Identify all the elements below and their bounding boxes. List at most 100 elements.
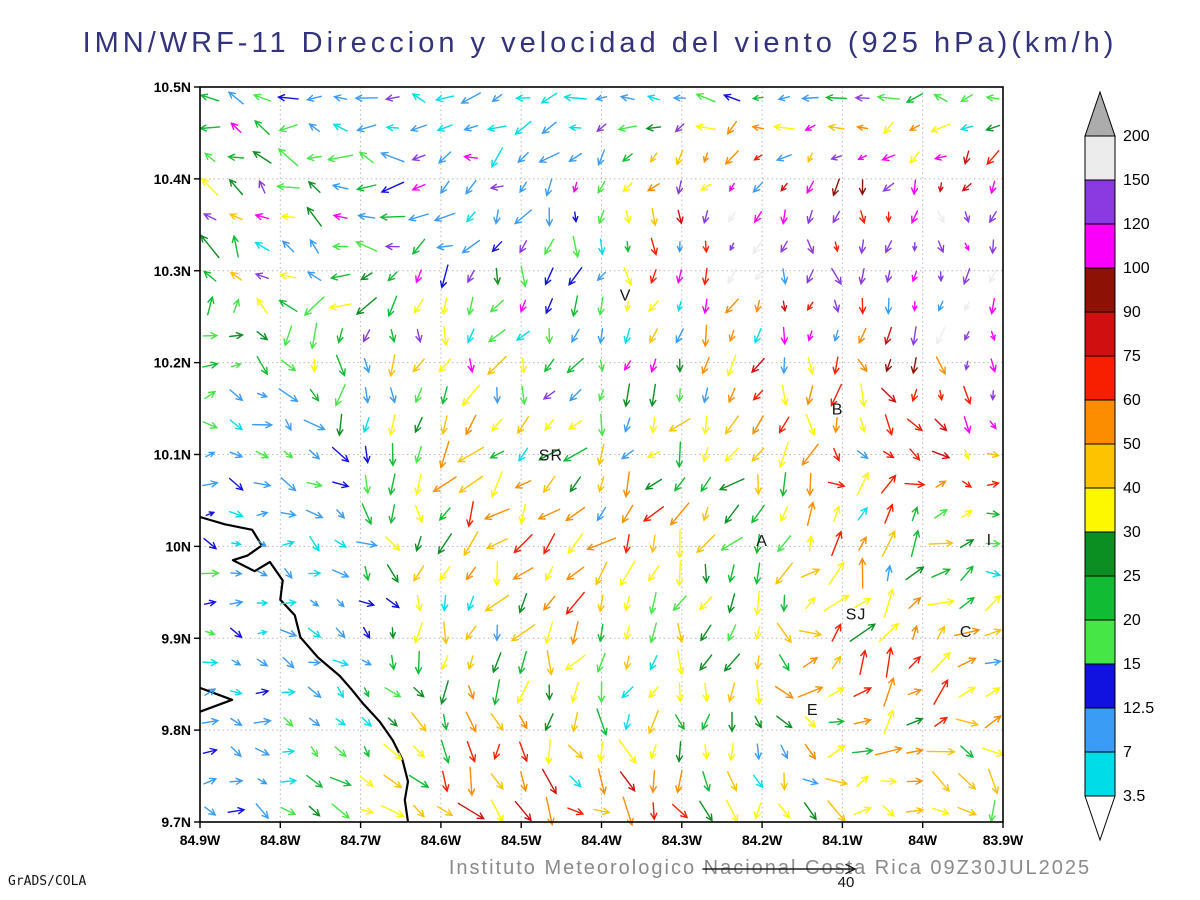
wind-arrow	[907, 688, 923, 696]
colorbar-segment	[1084, 531, 1116, 577]
wind-arrow	[988, 768, 999, 795]
wind-arrow	[724, 298, 739, 314]
colorbar-segment	[1084, 135, 1116, 181]
wind-arrow	[514, 480, 532, 489]
wind-arrow	[775, 154, 792, 162]
wind-arrow	[833, 447, 841, 462]
wind-arrow	[545, 298, 553, 315]
wind-arrow	[487, 329, 506, 343]
wind-arrow	[595, 94, 608, 102]
wind-arrow	[253, 481, 272, 489]
wind-arrow	[256, 297, 268, 314]
wind-arrow	[278, 299, 298, 312]
wind-arrow	[285, 419, 292, 432]
wind-arrow	[283, 717, 294, 727]
wind-arrow	[412, 358, 425, 373]
wind-arrow	[201, 717, 220, 726]
wind-arrow	[331, 242, 349, 251]
wind-arrow	[276, 94, 299, 102]
wind-arrow	[465, 179, 477, 195]
wind-arrow	[457, 446, 485, 463]
wind-arrow	[904, 480, 926, 489]
wind-arrow	[881, 387, 897, 403]
wind-arrow	[460, 92, 481, 104]
wind-arrow	[541, 768, 557, 795]
wind-arrow	[751, 124, 764, 131]
wind-arrow	[205, 511, 216, 517]
wind-arrow	[722, 93, 741, 102]
wind-arrow	[331, 446, 350, 463]
wind-arrow	[910, 326, 918, 347]
wind-arrow	[959, 596, 976, 609]
wind-arrow	[723, 653, 740, 672]
wind-arrow	[960, 565, 974, 581]
wind-arrow	[857, 154, 868, 161]
wind-arrow	[518, 651, 527, 675]
wind-arrow	[720, 536, 744, 551]
wind-arrow	[542, 595, 556, 611]
wind-arrow	[202, 480, 219, 488]
wind-arrow	[388, 414, 396, 437]
wind-arrow	[357, 212, 376, 221]
wind-arrow	[490, 799, 504, 824]
wind-arrow	[379, 213, 406, 221]
wind-arrow	[858, 179, 867, 196]
wind-arrow	[408, 774, 430, 788]
wind-arrow	[754, 272, 762, 281]
wind-arrow	[414, 505, 424, 524]
wind-arrow	[514, 94, 531, 102]
wind-arrow	[935, 356, 946, 376]
wind-arrow	[621, 504, 634, 524]
wind-arrow	[332, 659, 350, 667]
wind-arrow	[911, 270, 918, 283]
wind-arrow	[619, 94, 635, 102]
wind-arrow	[544, 419, 554, 432]
colorbar-label: 30	[1123, 524, 1141, 541]
wind-arrow	[257, 629, 268, 636]
wind-arrow	[962, 268, 971, 286]
wind-arrow	[675, 560, 684, 588]
wind-arrow	[586, 537, 617, 551]
wind-arrow	[203, 599, 217, 607]
wind-arrow	[467, 358, 475, 374]
wind-arrow	[306, 271, 322, 281]
wind-arrow	[727, 268, 737, 285]
wind-arrow	[354, 240, 378, 252]
wind-arrow	[806, 209, 814, 225]
wind-arrow	[776, 622, 792, 644]
wind-arrow	[596, 708, 608, 737]
wind-arrow	[227, 807, 246, 815]
wind-arrow	[675, 769, 683, 794]
wind-arrow	[774, 685, 795, 699]
wind-arrow	[755, 679, 763, 706]
colorbar-label: 40	[1123, 480, 1141, 497]
wind-arrow	[307, 686, 322, 699]
wind-arrow	[963, 416, 972, 435]
wind-arrow	[467, 269, 475, 284]
wind-arrow	[383, 774, 403, 789]
wind-arrow	[231, 659, 242, 666]
station-label: E	[807, 702, 819, 719]
wind-arrow	[649, 744, 657, 760]
wind-arrow	[931, 651, 951, 673]
wind-arrow	[989, 420, 997, 430]
wind-arrow	[432, 476, 457, 493]
wind-arrow	[598, 359, 605, 373]
x-tick-label: 84.3W	[662, 832, 703, 848]
wind-arrow	[385, 124, 400, 132]
wind-arrow	[281, 688, 297, 696]
wind-arrow	[884, 414, 894, 437]
wind-arrow	[649, 534, 657, 554]
wind-arrow	[727, 682, 736, 703]
wind-arrow	[306, 94, 322, 102]
wind-arrow	[546, 649, 554, 677]
wind-arrow	[307, 180, 321, 193]
wind-arrow	[859, 649, 868, 676]
y-tick-label: 10.5N	[154, 79, 191, 95]
wind-arrow	[493, 386, 501, 405]
wind-arrow	[597, 476, 605, 493]
wind-arrow	[203, 777, 218, 785]
wind-arrow	[885, 270, 892, 284]
wind-arrow	[935, 480, 947, 488]
